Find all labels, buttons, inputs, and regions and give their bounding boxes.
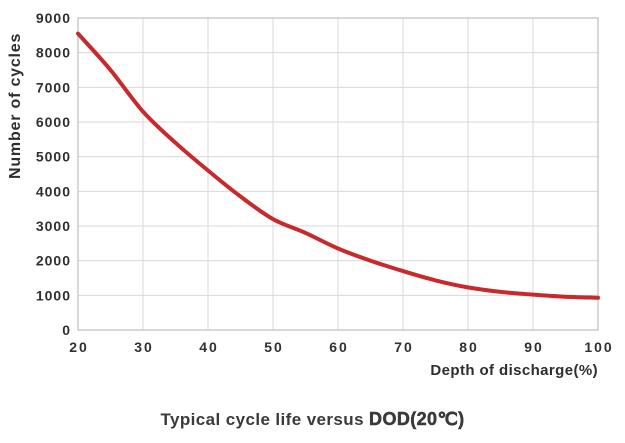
- x-tick-label: 100: [584, 339, 613, 355]
- y-tick-label: 5000: [36, 149, 71, 165]
- y-tick-label: 2000: [36, 253, 71, 269]
- x-tick-label: 30: [134, 339, 154, 355]
- x-tick-label: 20: [69, 339, 89, 355]
- cycle-life-vs-dod-curve: [76, 31, 600, 300]
- x-tick-label: 60: [329, 339, 349, 355]
- x-tick-label: 90: [524, 339, 544, 355]
- caption-text: Typical cycle life versus: [160, 410, 370, 429]
- x-tick-label: 40: [199, 339, 219, 355]
- plot-border: [77, 17, 599, 331]
- y-tick-label: 3000: [36, 218, 71, 234]
- y-tick-label: 4000: [36, 183, 71, 199]
- x-tick-label: 70: [394, 339, 414, 355]
- caption-emphasis: DOD(20℃): [369, 409, 465, 430]
- x-tick-label: 80: [459, 339, 479, 355]
- y-tick-label: 7000: [36, 79, 71, 95]
- y-tick-label: 6000: [36, 114, 71, 130]
- x-axis-title: Depth of discharge(%): [430, 362, 598, 379]
- chart-caption: Typical cycle life versus DOD(20℃): [0, 409, 625, 430]
- y-tick-label: 9000: [36, 10, 71, 26]
- x-tick-label: 50: [264, 339, 284, 355]
- y-axis-title: Number of cycles: [7, 32, 24, 179]
- y-tick-label: 1000: [36, 287, 71, 303]
- y-tick-label: 0: [62, 322, 71, 338]
- y-tick-label: 8000: [36, 45, 71, 61]
- cycle-life-chart: 0 1000 2000 3000 4000 5000 6000 7000 8000 9000 20 3…: [36, 10, 613, 355]
